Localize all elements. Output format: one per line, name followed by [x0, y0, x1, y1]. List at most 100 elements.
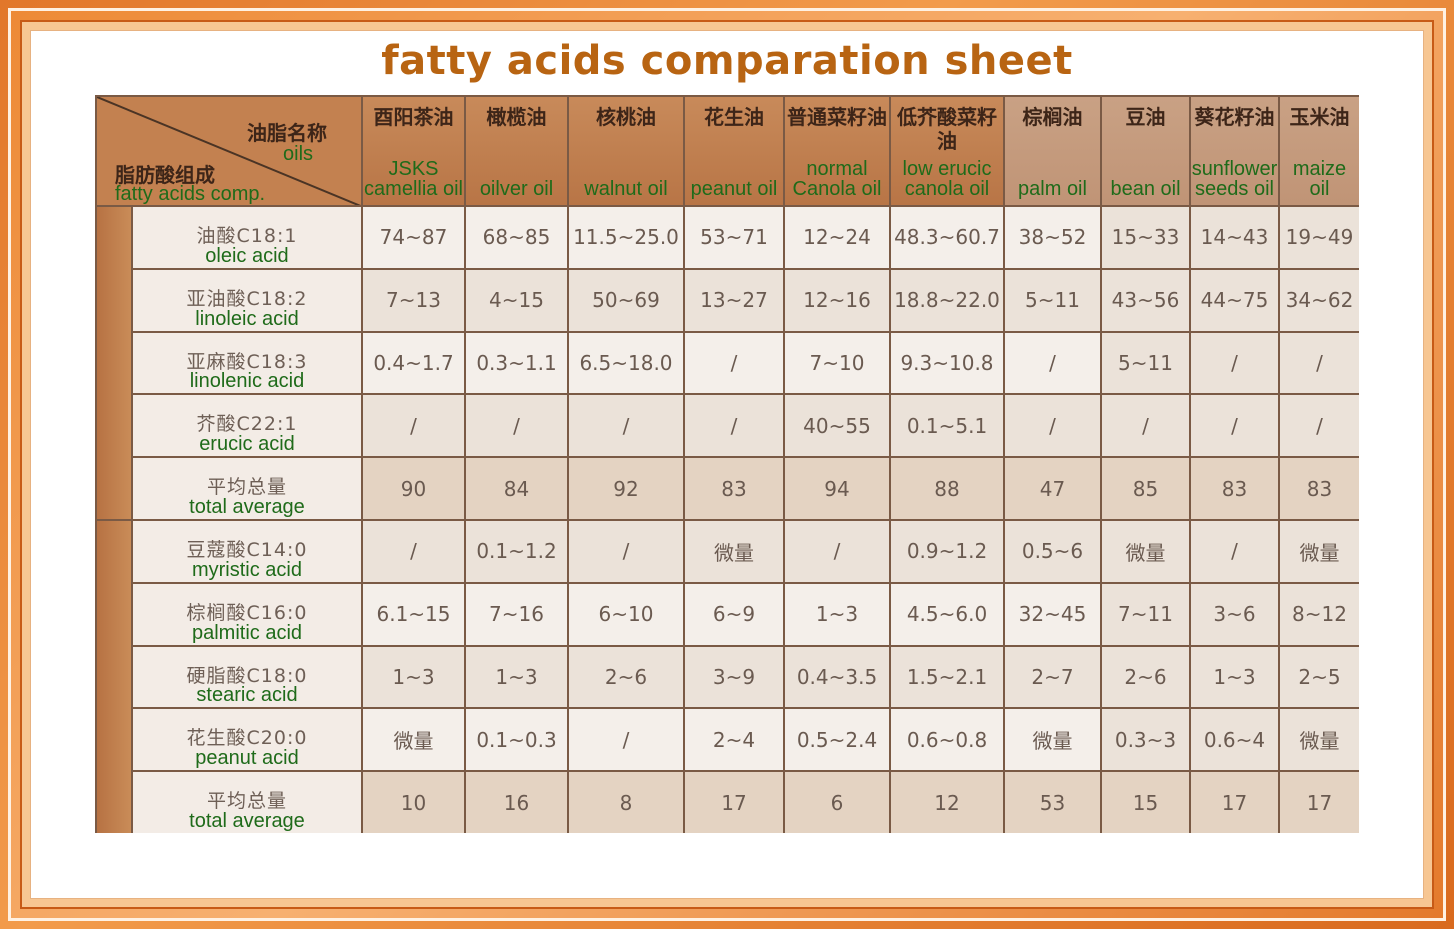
- fatty-acids-label-cn: 脂肪酸组成: [115, 163, 215, 187]
- table-cell: /: [1100, 393, 1191, 459]
- table-cell: 13~27: [683, 267, 785, 333]
- table-cell: /: [783, 518, 891, 584]
- column-header-cn: 橄榄油: [486, 105, 547, 129]
- table-cell: 15~33: [1100, 205, 1191, 270]
- table-cell: 7~10: [783, 330, 891, 396]
- table-cell: 17: [1189, 770, 1280, 833]
- corner-header: 油脂名称 oils 脂肪酸组成 fatty acids comp.: [95, 95, 363, 207]
- table-cell: 9.3~10.8: [889, 330, 1005, 396]
- table-cell: 4~15: [464, 267, 569, 333]
- table-cell: 17: [683, 770, 785, 833]
- table-cell: /: [464, 393, 569, 459]
- table-cell: 0.1~1.2: [464, 518, 569, 584]
- table-row: 平均总量 total average 90 84 92 83 94 88 47 85 83 83: [96, 456, 1359, 521]
- column-header-en-line2: peanut oil: [690, 178, 778, 200]
- table-cell: 43~56: [1100, 267, 1191, 333]
- table-cell: 10: [361, 770, 466, 833]
- table-cell: 0.9~1.2: [889, 518, 1005, 584]
- column-header-1: 橄榄油 oilver oil: [464, 95, 569, 207]
- oils-label-cn: 油脂名称: [247, 121, 327, 145]
- row-label: 芥酸C22:1 erucic acid: [131, 393, 363, 459]
- row-label-cn: 油酸C18:1: [196, 225, 298, 247]
- table-cell: 17: [1278, 770, 1359, 833]
- table-cell: 0.4~3.5: [783, 644, 891, 710]
- table-cell: /: [567, 518, 685, 584]
- row-label: 棕榈酸C16:0 palmitic acid: [131, 581, 363, 647]
- row-label-cn: 棕榈酸C16:0: [186, 601, 308, 624]
- table-cell: /: [1278, 393, 1359, 459]
- column-header-en-line2: canola oil: [904, 178, 990, 200]
- row-label-en: stearic acid: [196, 684, 298, 707]
- table-cell: /: [683, 393, 785, 459]
- row-label: 油酸C18:1 oleic acid: [131, 205, 363, 270]
- table-cell: 53~71: [683, 205, 785, 270]
- column-header-cn: 低芥酸菜籽油: [897, 105, 997, 153]
- table-cell: 0.5~6: [1003, 518, 1102, 584]
- table-cell: 2~7: [1003, 644, 1102, 710]
- table-cell: 19~49: [1278, 205, 1359, 270]
- table-cell: 3~9: [683, 644, 785, 710]
- table-cell: /: [361, 393, 466, 459]
- column-header-en-line2: Canola oil: [792, 178, 882, 200]
- column-header-6: 棕榈油 palm oil: [1003, 95, 1102, 207]
- column-header-7: 豆油 bean oil: [1100, 95, 1191, 207]
- table-cell: /: [1189, 518, 1280, 584]
- column-header-en-line1: sunflower: [1191, 158, 1278, 180]
- table-cell: 11.5~25.0: [567, 205, 685, 270]
- table-cell: 2~4: [683, 707, 785, 773]
- table-cell: /: [683, 330, 785, 396]
- table-cell: 0.6~4: [1189, 707, 1280, 773]
- table-cell: /: [1003, 393, 1102, 459]
- table-cell: 83: [1278, 456, 1359, 521]
- column-header-cn: 花生油: [704, 105, 764, 129]
- table-cell: 32~45: [1003, 581, 1102, 647]
- table-cell: 15: [1100, 770, 1191, 833]
- table-cell: 微量: [1278, 518, 1359, 584]
- table-cell: 14~43: [1189, 205, 1280, 270]
- row-label: 花生酸C20:0 peanut acid: [131, 707, 363, 773]
- column-header-cn: 棕榈油: [1022, 105, 1083, 129]
- table-cell: 7~11: [1100, 581, 1191, 647]
- table-cell: 4.5~6.0: [889, 581, 1005, 647]
- table-row: 棕榈酸C16:0 palmitic acid 6.1~15 7~16 6~10 6~9 1~…: [96, 581, 1359, 647]
- table-cell: 0.1~5.1: [889, 393, 1005, 459]
- table-cell: 5~11: [1003, 267, 1102, 333]
- fatty-acids-table: 油脂名称 oils 脂肪酸组成 fatty acids comp. 酉阳茶油 JS…: [95, 95, 1359, 833]
- table-cell: 1~3: [1189, 644, 1280, 710]
- column-header-en-line2: palm oil: [1018, 178, 1087, 200]
- table-cell: /: [1003, 330, 1102, 396]
- unsaturated-group-label: 不饱和脂肪酸unsatured fatty adis: [95, 205, 133, 521]
- table-cell: 48.3~60.7: [889, 205, 1005, 270]
- table-cell: 微量: [683, 518, 785, 584]
- table-cell: 12~16: [783, 267, 891, 333]
- table-cell: 2~5: [1278, 644, 1359, 710]
- row-label-cn: 亚麻酸C18:3: [186, 350, 308, 373]
- table-cell: /: [1189, 330, 1280, 396]
- row-label-en: erucic acid: [199, 433, 295, 456]
- row-label-cn: 花生酸C20:0: [186, 727, 308, 750]
- row-label-cn: 平均总量: [206, 476, 287, 499]
- table-cell: /: [361, 518, 466, 584]
- table-cell: 微量: [1100, 518, 1191, 584]
- table-cell: /: [1189, 393, 1280, 459]
- table-cell: 74~87: [361, 205, 466, 270]
- column-header-cn: 豆油: [1125, 105, 1166, 129]
- row-label-en: total average: [189, 809, 305, 832]
- table-cell: 6.5~18.0: [567, 330, 685, 396]
- table-row: 平均总量 total average 10 16 8 17 6 12 53 15 17 17: [96, 770, 1359, 833]
- fatty-acids-label-en: fatty acids comp.: [115, 183, 266, 205]
- table-row: 亚麻酸C18:3 linolenic acid 0.4~1.7 0.3~1.1 6.5~…: [96, 330, 1359, 396]
- table-cell: 44~75: [1189, 267, 1280, 333]
- table-row: 花生酸C20:0 peanut acid 微量 0.1~0.3/2~4 0.5~2.4 0…: [96, 707, 1359, 773]
- table-cell: 6~10: [567, 581, 685, 647]
- table-cell: 8~12: [1278, 581, 1359, 647]
- column-header-cn: 普通菜籽油: [787, 105, 887, 129]
- column-header-en-line1: normal: [806, 158, 868, 180]
- row-label: 硬脂酸C18:0 stearic acid: [131, 644, 363, 710]
- row-label: 亚油酸C18:2 linoleic acid: [131, 267, 363, 333]
- header-row: 油脂名称 oils 脂肪酸组成 fatty acids comp. 酉阳茶油 JS…: [95, 95, 1359, 207]
- table-cell: 2~6: [567, 644, 685, 710]
- page-title: fatty acids comparation sheet: [381, 38, 1073, 84]
- row-label-en: linoleic acid: [195, 307, 299, 330]
